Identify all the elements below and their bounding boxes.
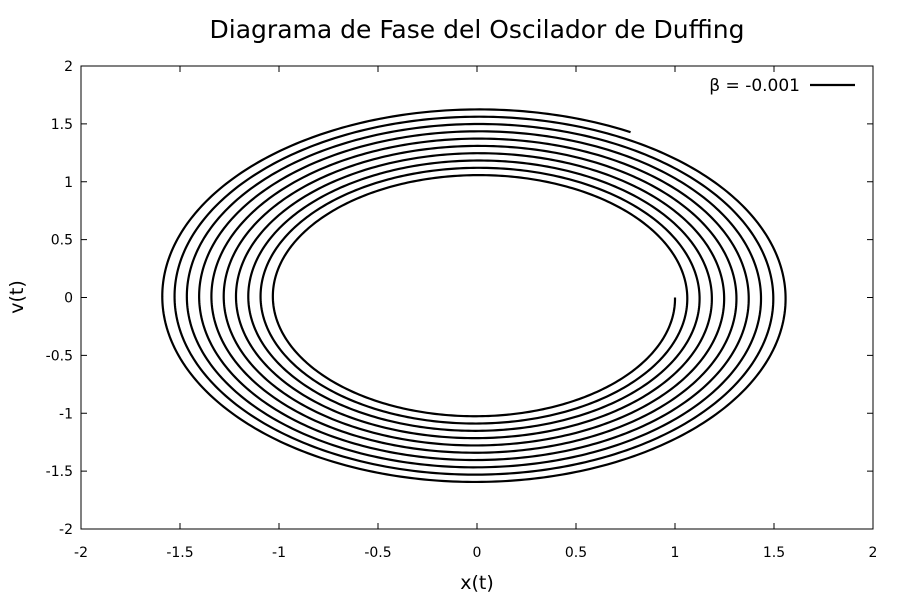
x-tick-label: 2	[869, 545, 878, 561]
x-tick-label: 0.5	[565, 545, 587, 561]
x-tick-labels: -2 -1.5 -1 -0.5 0 0.5 1 1.5 2	[74, 545, 877, 561]
chart-title: Diagrama de Fase del Oscilador de Duffin…	[210, 15, 745, 44]
x-tick-label: 1.5	[763, 545, 785, 561]
y-tick-label: -1	[59, 406, 73, 422]
y-tick-labels: 2 1.5 1 0.5 0 -0.5 -1 -1.5 -2	[46, 59, 73, 538]
x-tick-label: -2	[74, 545, 88, 561]
legend: β = -0.001	[709, 76, 855, 96]
y-tick-label: -2	[59, 522, 73, 538]
axis-ticks	[80, 65, 874, 530]
x-axis-label: x(t)	[460, 572, 494, 594]
y-axis-label: v(t)	[6, 280, 28, 314]
y-tick-label: 1	[64, 175, 73, 191]
y-tick-label: -0.5	[46, 348, 73, 364]
y-tick-label: 0	[64, 291, 73, 307]
legend-label: β = -0.001	[709, 76, 800, 96]
series-line-duffing	[161, 108, 787, 484]
x-tick-label: 0	[473, 545, 482, 561]
x-tick-label: 1	[671, 545, 680, 561]
x-tick-label: -1	[272, 545, 286, 561]
x-tick-label: -1.5	[166, 545, 193, 561]
y-tick-label: 0.5	[51, 233, 73, 249]
y-tick-label: -1.5	[46, 464, 73, 480]
x-tick-label: -0.5	[364, 545, 391, 561]
y-tick-label: 2	[64, 59, 73, 75]
y-tick-label: 1.5	[51, 117, 73, 133]
